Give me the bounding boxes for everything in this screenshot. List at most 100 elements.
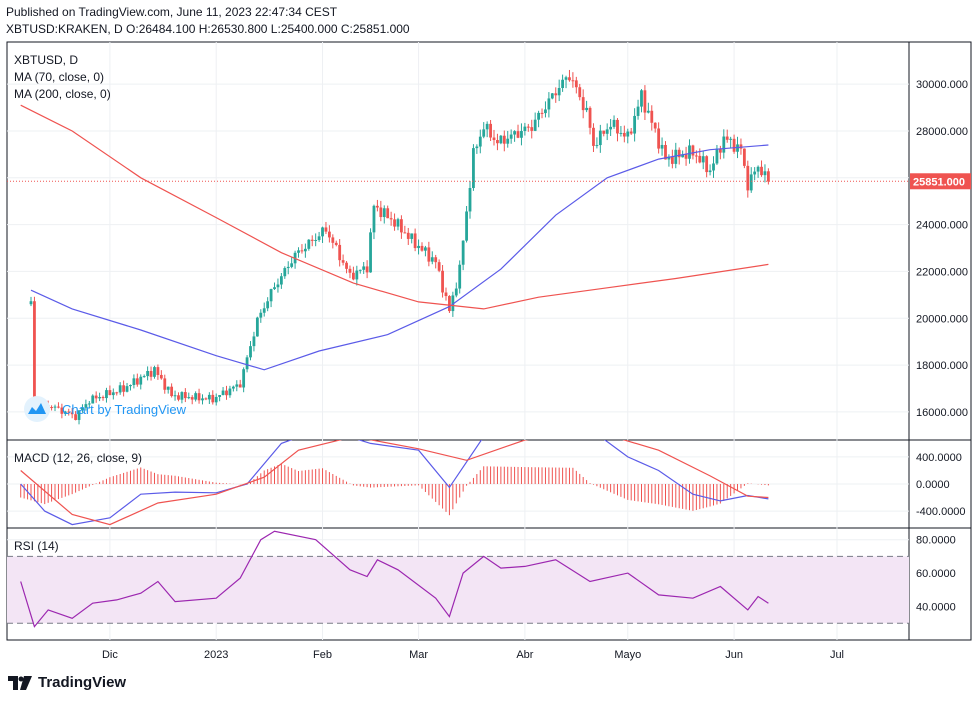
- candle-body: [684, 154, 688, 159]
- candle-body: [91, 395, 95, 404]
- candle-body: [146, 370, 150, 377]
- candle-body: [118, 385, 122, 393]
- candle-body: [249, 346, 252, 358]
- candle-body: [74, 414, 77, 420]
- candle-body: [715, 148, 719, 164]
- price-tick-label: 30000.000: [916, 79, 968, 91]
- candle-body: [489, 123, 492, 138]
- candle-body: [214, 396, 218, 403]
- candle-body: [122, 385, 126, 392]
- candle-body: [420, 245, 424, 251]
- candle-body: [351, 272, 355, 280]
- candle-body: [430, 257, 434, 262]
- price-content: [7, 69, 909, 425]
- rsi-pane[interactable]: [7, 530, 909, 628]
- chart-frame: [6, 41, 972, 641]
- candle-body: [262, 308, 266, 313]
- candle-body: [177, 395, 180, 400]
- candle-body: [139, 376, 143, 385]
- ohlc-line: XBTUSD:KRAKEN, D O:26484.100 H:26530.800…: [6, 22, 410, 36]
- last-price-badge: [910, 173, 971, 190]
- macd-legend[interactable]: MACD (12, 26, close, 9): [14, 451, 142, 465]
- candle-body: [561, 79, 565, 88]
- candle-body: [537, 112, 540, 120]
- candle-body: [746, 165, 750, 191]
- candle-body: [386, 208, 390, 219]
- outer-border: [6, 41, 972, 641]
- candle-body: [513, 131, 516, 135]
- candle-body: [478, 136, 482, 147]
- candle-body: [173, 395, 177, 397]
- time-tick-label: Dic: [102, 649, 118, 661]
- candle-body: [633, 115, 637, 134]
- candle-body: [190, 397, 194, 400]
- candle-body: [327, 231, 331, 238]
- time-tick-label: Abr: [516, 649, 533, 661]
- candle-body: [619, 132, 623, 134]
- candle-body: [646, 110, 650, 113]
- candle-body: [554, 93, 558, 96]
- candle-body: [694, 155, 698, 157]
- candle-body: [509, 134, 513, 139]
- candle-body: [207, 394, 211, 400]
- candle-body: [622, 132, 626, 137]
- legend-ma200[interactable]: MA (200, close, 0): [14, 87, 111, 101]
- grid-lines: [7, 42, 909, 640]
- candle-body: [290, 263, 294, 267]
- candle-body: [259, 312, 263, 318]
- candle-body: [245, 357, 249, 370]
- candle-body: [410, 233, 414, 239]
- candle-body: [708, 170, 712, 173]
- price-tick-label: 22000.000: [916, 266, 968, 278]
- candle-body: [194, 393, 198, 400]
- price-pane[interactable]: [7, 69, 909, 425]
- candle-body: [417, 245, 420, 249]
- time-tick-label: Jun: [725, 649, 743, 661]
- candle-body: [753, 171, 757, 175]
- candles: [29, 69, 770, 425]
- candle-body: [523, 126, 527, 132]
- candle-body: [427, 247, 431, 262]
- candle-body: [252, 336, 256, 347]
- candle-body: [403, 232, 407, 234]
- time-tick-label: Mar: [409, 649, 428, 661]
- candle-body: [228, 388, 232, 396]
- candle-body: [691, 145, 695, 156]
- rsi-legend[interactable]: RSI (14): [14, 539, 59, 553]
- candle-body: [101, 397, 105, 399]
- rsi-tick-label: 80.0000: [916, 535, 956, 547]
- candle-body: [57, 406, 60, 408]
- rsi-line: [20, 530, 769, 628]
- legend-ma70[interactable]: MA (70, close, 0): [14, 70, 104, 84]
- candle-body: [242, 369, 246, 388]
- candle-body: [701, 156, 705, 163]
- candle-body: [317, 236, 321, 241]
- candle-body: [376, 205, 379, 208]
- candle-body: [533, 119, 537, 131]
- candle-body: [197, 393, 201, 401]
- tradingview-cloud-icon: [24, 396, 50, 422]
- candle-body: [108, 390, 112, 396]
- candle-body: [475, 146, 479, 149]
- candle-body: [441, 270, 444, 293]
- candle-body: [722, 136, 726, 153]
- axes: Dic 2023 Feb Mar Abr Mayo Jun Jul 16000.000 18000…: [102, 79, 971, 661]
- candle-body: [365, 266, 369, 273]
- candle-body: [156, 367, 160, 375]
- candle-body: [434, 257, 438, 263]
- candle-body: [334, 242, 338, 245]
- candle-body: [612, 119, 616, 127]
- candle-body: [372, 205, 376, 233]
- time-tick-label: Mayo: [614, 649, 641, 661]
- candle-body: [400, 219, 403, 233]
- candle-body: [763, 171, 767, 176]
- candle-body: [670, 156, 674, 164]
- price-tick-label: 24000.000: [916, 220, 968, 232]
- candle-body: [454, 288, 458, 296]
- candle-body: [413, 233, 417, 249]
- candle-body: [310, 239, 314, 241]
- macd-pane[interactable]: [20, 416, 769, 526]
- candle-body: [300, 250, 304, 252]
- candle-body: [482, 129, 486, 137]
